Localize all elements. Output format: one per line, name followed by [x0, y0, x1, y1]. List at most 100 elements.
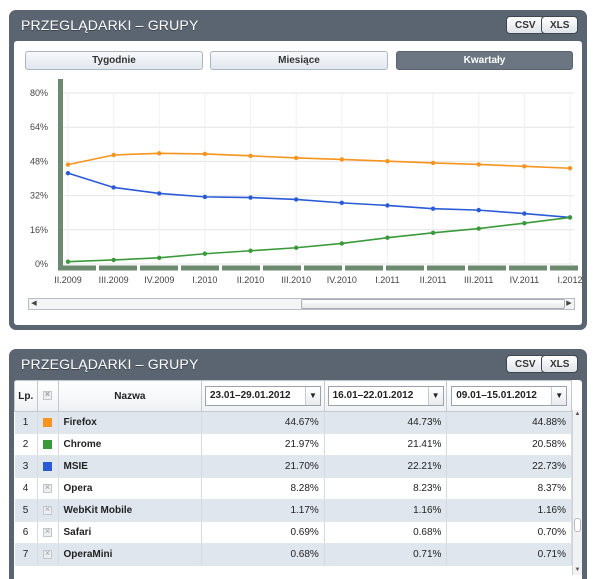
chevron-down-icon[interactable]: ▼ — [427, 387, 443, 405]
table-panel-header: PRZEGLĄDARKI – GRUPY CSV XLS — [9, 349, 587, 379]
period-3-select[interactable]: 09.01–15.01.2012 ▼ — [451, 386, 568, 406]
xls-export-button[interactable]: XLS — [541, 355, 579, 373]
x-tick-label: III.2010 — [281, 275, 311, 285]
series-color-swatch[interactable] — [43, 461, 53, 471]
period-3-value: 1.16% — [446, 499, 572, 522]
x-tick-label: II.2011 — [420, 275, 447, 285]
row-color-cell — [37, 477, 59, 500]
period-1-value: 1.17% — [201, 499, 325, 522]
tab-weeks[interactable]: Tygodnie — [25, 51, 203, 70]
data-point — [522, 211, 527, 216]
series-line — [67, 216, 571, 263]
column-header-lp: Lp. — [14, 380, 38, 412]
row-color-cell — [37, 543, 59, 566]
data-point — [293, 155, 299, 161]
period-1-value: 21.70% — [201, 455, 325, 478]
csv-export-button[interactable]: CSV — [506, 16, 545, 34]
scroll-down-arrow-icon[interactable]: ▼ — [574, 567, 581, 573]
data-point — [476, 207, 481, 213]
tab-quarters[interactable]: Kwartały — [396, 51, 573, 70]
tab-months[interactable]: Miesiące — [210, 51, 388, 70]
row-number: 4 — [14, 477, 38, 500]
table-row[interactable]: 2 Chrome 21.97% 21.41% 20.58% — [14, 433, 572, 456]
period-1-value: 0.68% — [201, 543, 325, 566]
data-point — [522, 220, 527, 226]
series-color-off-icon[interactable] — [43, 526, 53, 537]
x-tick-label: I.2012 — [557, 275, 582, 285]
period-2-value: 44.73% — [324, 411, 448, 434]
row-number: 5 — [14, 499, 38, 522]
color-toggle-all-icon[interactable] — [43, 389, 53, 401]
browser-name: WebKit Mobile — [58, 499, 203, 522]
scroll-right-arrow-icon[interactable]: ▶ — [566, 300, 572, 307]
table-row[interactable]: 1 Firefox 44.67% 44.73% 44.88% — [14, 411, 572, 434]
period-tabs: Tygodnie Miesiące Kwartały — [25, 51, 573, 71]
period-2-value: 22.21% — [324, 455, 448, 478]
y-axis-bar — [58, 79, 63, 270]
period-1-value: 44.67% — [201, 411, 325, 434]
xls-export-button[interactable]: XLS — [541, 16, 579, 34]
column-header-name[interactable]: Nazwa — [57, 380, 203, 412]
period-1-value: 21.97% — [201, 433, 325, 456]
period-3-value: 0.70% — [446, 521, 572, 544]
period-3-value: 0.71% — [446, 543, 572, 566]
series-color-off-icon[interactable] — [43, 548, 53, 559]
data-point — [202, 194, 208, 200]
series-color-swatch[interactable] — [43, 417, 53, 427]
browser-name: Opera — [58, 477, 203, 500]
chart-horizontal-scrollbar[interactable]: ◀ ▶ — [28, 298, 575, 310]
data-point — [385, 203, 390, 208]
period-1-select[interactable]: 23.01–29.01.2012 ▼ — [204, 386, 321, 406]
row-number: 3 — [14, 455, 38, 478]
chart-panel-body: Tygodnie Miesiące Kwartały 80% 64% 48% 32% 1… — [14, 41, 582, 325]
series-color-swatch[interactable] — [43, 439, 53, 449]
column-header-period-1: 23.01–29.01.2012 ▼ — [201, 380, 325, 412]
period-2-value: 1.16% — [324, 499, 448, 522]
period-2-select[interactable]: 16.01–22.01.2012 ▼ — [327, 386, 444, 406]
csv-export-button[interactable]: CSV — [506, 355, 545, 373]
data-point — [202, 151, 208, 157]
column-header-period-3: 09.01–15.01.2012 ▼ — [446, 380, 572, 412]
period-3-value: 20.58% — [446, 433, 572, 456]
line-chart: 80% 64% 48% 32% 16% 0% II.2009 III.2009 IV.2009 I… — [30, 79, 582, 285]
series-line — [67, 172, 571, 219]
x-tick-label: III.2011 — [464, 275, 493, 285]
data-point — [111, 257, 116, 263]
scroll-left-arrow-icon[interactable]: ◀ — [31, 300, 37, 307]
data-point — [339, 157, 345, 162]
data-point — [157, 255, 162, 261]
data-point — [430, 230, 436, 235]
series-line — [67, 152, 571, 170]
x-tick-label: IV.2010 — [327, 275, 357, 285]
series-color-off-icon[interactable] — [43, 482, 53, 493]
x-tick-label: I.2010 — [192, 275, 217, 285]
row-color-cell — [37, 433, 59, 456]
table-scroll-thumb[interactable] — [574, 518, 581, 532]
scroll-up-arrow-icon[interactable]: ▲ — [574, 411, 581, 417]
row-number: 1 — [14, 411, 38, 434]
chart-panel-title: PRZEGLĄDARKI – GRUPY — [21, 17, 199, 33]
x-tick-label: III.2009 — [99, 275, 129, 285]
row-number: 6 — [14, 521, 38, 544]
row-number: 7 — [14, 543, 38, 566]
data-point — [65, 162, 71, 167]
data-point — [293, 245, 299, 250]
data-point — [111, 185, 116, 190]
data-point — [248, 248, 253, 253]
table-row[interactable]: 7OperaMini0.68%0.71%0.71% — [14, 543, 572, 566]
table-row[interactable]: 3 MSIE 21.70% 22.21% 22.73% — [14, 455, 572, 478]
table-vertical-scrollbar[interactable]: ▲ ▼ — [572, 410, 582, 575]
chevron-down-icon[interactable]: ▼ — [551, 387, 567, 405]
chart-panel-header: PRZEGLĄDARKI – GRUPY CSV XLS — [9, 10, 587, 40]
data-point — [522, 164, 527, 169]
column-header-period-2: 16.01–22.01.2012 ▼ — [323, 380, 448, 412]
chart-scroll-thumb[interactable] — [301, 299, 565, 309]
chevron-down-icon[interactable]: ▼ — [304, 387, 320, 405]
x-tick-label: I.2011 — [375, 275, 399, 285]
period-2-value: 0.71% — [324, 543, 448, 566]
series-color-off-icon[interactable] — [43, 504, 53, 515]
browser-name: MSIE — [58, 455, 203, 478]
